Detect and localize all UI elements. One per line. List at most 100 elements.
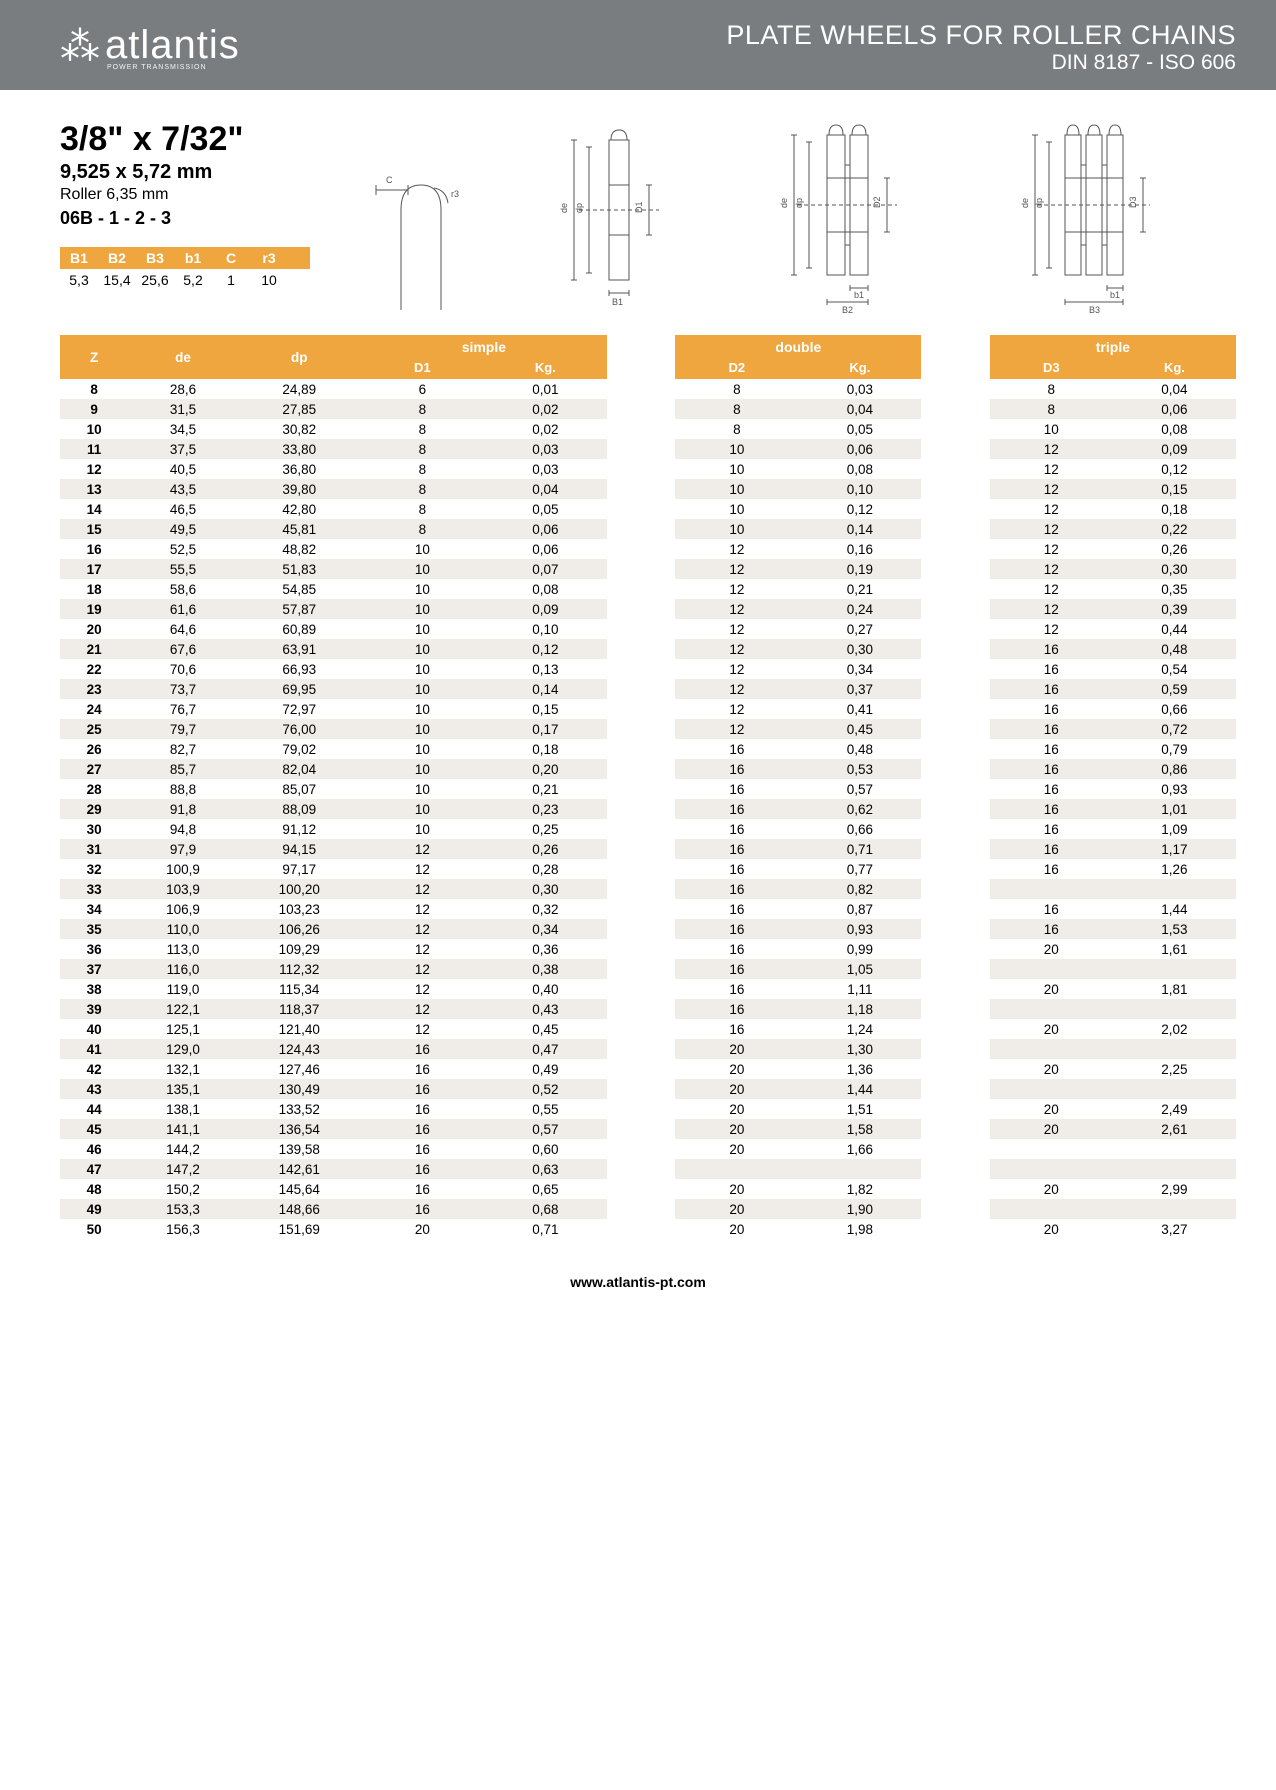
cell-gap xyxy=(607,1019,675,1039)
cell-dp: 127,46 xyxy=(238,1059,361,1079)
table-row: 2373,769,95100,14120,37160,59 xyxy=(60,679,1236,699)
header-title-1: PLATE WHEELS FOR ROLLER CHAINS xyxy=(726,20,1236,51)
cell-kg2: 1,30 xyxy=(798,1039,921,1059)
cell-d2: 20 xyxy=(675,1139,798,1159)
cell-kg1: 0,04 xyxy=(484,479,607,499)
cell-kg3: 0,18 xyxy=(1113,499,1236,519)
cell-kg3: 2,49 xyxy=(1113,1099,1236,1119)
table-row: 39122,1118,37120,43161,18 xyxy=(60,999,1236,1019)
cell-d1: 10 xyxy=(361,639,484,659)
col-double: double xyxy=(675,335,921,358)
spec-sub2: Roller 6,35 mm xyxy=(60,186,310,204)
cell-de: 52,5 xyxy=(128,539,237,559)
logo-icon: ⁂ xyxy=(60,24,95,70)
cell-gap xyxy=(921,639,989,659)
cell-d2: 16 xyxy=(675,979,798,999)
cell-d3: 16 xyxy=(990,679,1113,699)
cell-kg1: 0,01 xyxy=(484,379,607,399)
cell-de: 132,1 xyxy=(128,1059,237,1079)
cell-gap xyxy=(607,1119,675,1139)
cell-d3: 12 xyxy=(990,559,1113,579)
cell-kg3: 0,15 xyxy=(1113,479,1236,499)
cell-gap xyxy=(921,559,989,579)
cell-kg1: 0,12 xyxy=(484,639,607,659)
cell-z: 23 xyxy=(60,679,128,699)
cell-de: 153,3 xyxy=(128,1199,237,1219)
table-row: 2682,779,02100,18160,48160,79 xyxy=(60,739,1236,759)
cell-d2: 10 xyxy=(675,479,798,499)
table-row: 42132,1127,46160,49201,36202,25 xyxy=(60,1059,1236,1079)
cell-d2: 16 xyxy=(675,959,798,979)
cell-d2: 16 xyxy=(675,919,798,939)
mini-header: r3 xyxy=(250,247,288,269)
cell-kg1: 0,05 xyxy=(484,499,607,519)
svg-text:de: de xyxy=(559,203,569,213)
cell-kg1: 0,07 xyxy=(484,559,607,579)
cell-d3: 12 xyxy=(990,599,1113,619)
cell-de: 138,1 xyxy=(128,1099,237,1119)
cell-d3: 20 xyxy=(990,979,1113,999)
cell-gap xyxy=(921,759,989,779)
cell-kg2: 0,57 xyxy=(798,779,921,799)
cell-z: 45 xyxy=(60,1119,128,1139)
table-row: 1240,536,8080,03100,08120,12 xyxy=(60,459,1236,479)
cell-z: 11 xyxy=(60,439,128,459)
cell-kg2: 0,93 xyxy=(798,919,921,939)
cell-de: 43,5 xyxy=(128,479,237,499)
cell-dp: 136,54 xyxy=(238,1119,361,1139)
cell-kg2: 0,14 xyxy=(798,519,921,539)
diagram-tooth-profile: C r3 xyxy=(366,155,476,315)
cell-gap xyxy=(607,559,675,579)
cell-d3: 16 xyxy=(990,839,1113,859)
cell-d1: 16 xyxy=(361,1119,484,1139)
cell-de: 144,2 xyxy=(128,1139,237,1159)
cell-kg2: 0,77 xyxy=(798,859,921,879)
cell-d2: 12 xyxy=(675,679,798,699)
cell-z: 32 xyxy=(60,859,128,879)
table-row: 3197,994,15120,26160,71161,17 xyxy=(60,839,1236,859)
table-row: 1549,545,8180,06100,14120,22 xyxy=(60,519,1236,539)
cell-kg3 xyxy=(1113,959,1236,979)
cell-kg2: 1,24 xyxy=(798,1019,921,1039)
cell-kg3: 0,39 xyxy=(1113,599,1236,619)
cell-z: 17 xyxy=(60,559,128,579)
cell-kg3: 0,35 xyxy=(1113,579,1236,599)
cell-kg2: 0,30 xyxy=(798,639,921,659)
table-row: 2579,776,00100,17120,45160,72 xyxy=(60,719,1236,739)
cell-dp: 76,00 xyxy=(238,719,361,739)
table-row: 46144,2139,58160,60201,66 xyxy=(60,1139,1236,1159)
cell-gap xyxy=(921,899,989,919)
cell-z: 50 xyxy=(60,1219,128,1239)
cell-kg2: 0,27 xyxy=(798,619,921,639)
header-title-2: DIN 8187 - ISO 606 xyxy=(726,51,1236,75)
svg-text:b1: b1 xyxy=(1110,290,1120,300)
cell-gap xyxy=(607,1159,675,1179)
main-table-wrap: Z de dp simple double triple D1 Kg. D2 K… xyxy=(0,325,1276,1259)
cell-d1: 10 xyxy=(361,759,484,779)
cell-z: 16 xyxy=(60,539,128,559)
col-de: de xyxy=(128,335,237,379)
cell-dp: 85,07 xyxy=(238,779,361,799)
col-d3: D3 xyxy=(990,358,1113,379)
cell-kg2: 0,10 xyxy=(798,479,921,499)
cell-d1: 12 xyxy=(361,979,484,999)
cell-gap xyxy=(607,419,675,439)
cell-de: 135,1 xyxy=(128,1079,237,1099)
cell-kg3: 1,09 xyxy=(1113,819,1236,839)
cell-d3: 8 xyxy=(990,379,1113,399)
cell-kg1: 0,25 xyxy=(484,819,607,839)
diagram-triple: de dp D3 b1 B3 xyxy=(1015,120,1200,315)
table-row: 49153,3148,66160,68201,90 xyxy=(60,1199,1236,1219)
cell-de: 100,9 xyxy=(128,859,237,879)
cell-z: 20 xyxy=(60,619,128,639)
cell-de: 76,7 xyxy=(128,699,237,719)
cell-gap xyxy=(607,1079,675,1099)
cell-dp: 106,26 xyxy=(238,919,361,939)
cell-d3: 20 xyxy=(990,1099,1113,1119)
table-row: 1755,551,83100,07120,19120,30 xyxy=(60,559,1236,579)
cell-kg1: 0,47 xyxy=(484,1039,607,1059)
cell-gap xyxy=(921,539,989,559)
cell-kg1: 0,17 xyxy=(484,719,607,739)
cell-dp: 82,04 xyxy=(238,759,361,779)
cell-gap xyxy=(607,579,675,599)
